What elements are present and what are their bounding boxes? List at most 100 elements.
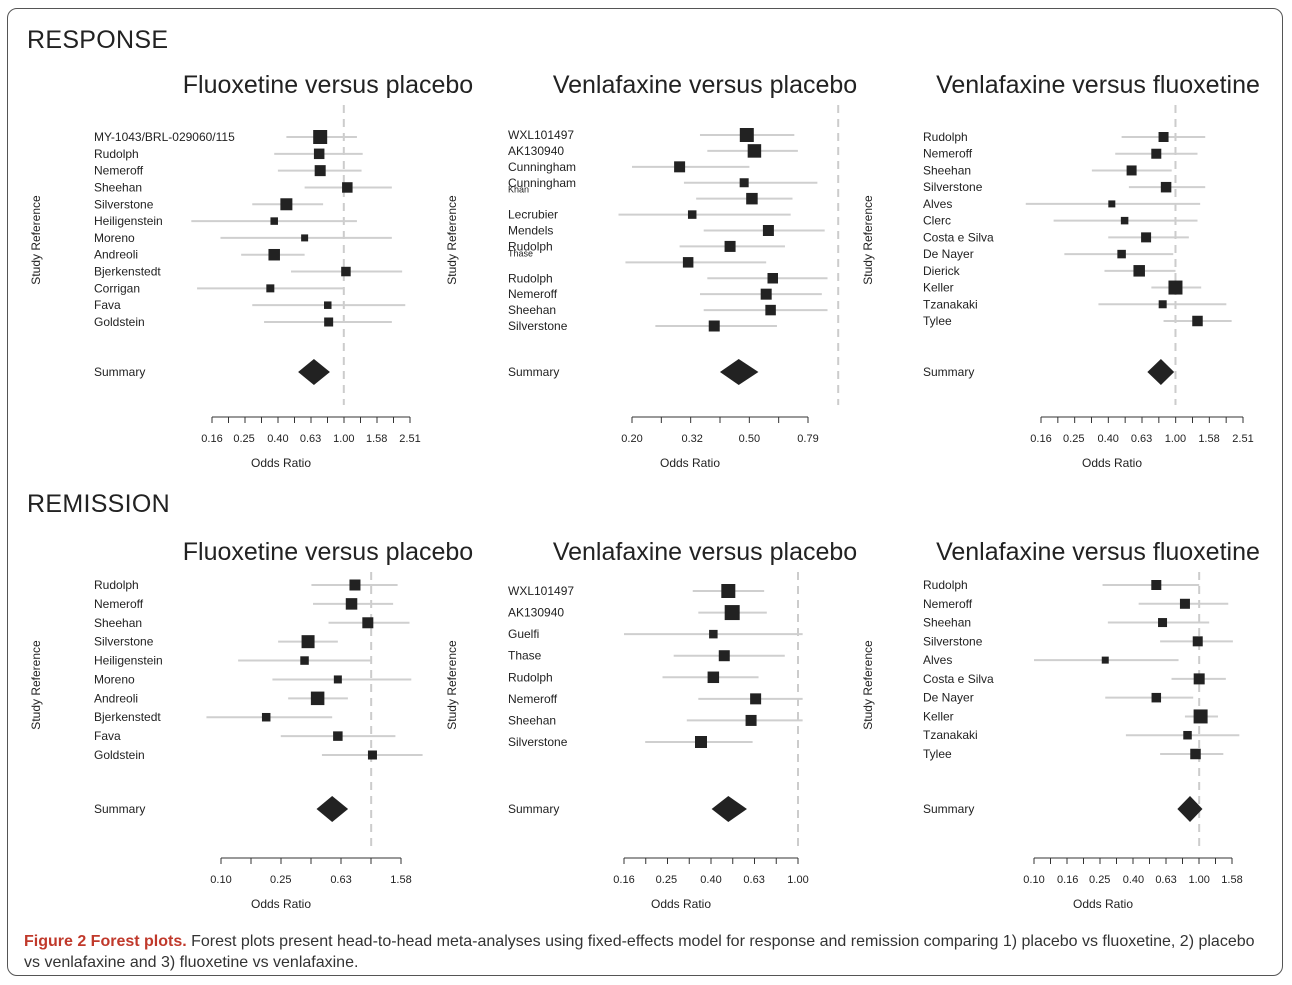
plot-2-study-label: Sheehan xyxy=(508,303,556,317)
plot-5-summary-label: Summary xyxy=(508,802,559,816)
plot-4-study-label: Andreoli xyxy=(94,691,138,705)
plot-5-x-tick-label: 1.00 xyxy=(787,874,808,886)
plot-6-study-label: Nemeroff xyxy=(923,597,973,611)
plot-4-study-marker xyxy=(300,656,309,665)
plot-4-summary-diamond xyxy=(316,796,349,822)
plot-6-x-tick-label: 0.25 xyxy=(1089,874,1110,886)
plot-1-study-label: MY-1043/BRL-029060/115 xyxy=(94,130,235,144)
plot-1-study-label: Moreno xyxy=(94,231,135,245)
plot-2-x-tick-label: 0.20 xyxy=(621,433,642,445)
plot-6-title: Venlafaxine versus fluoxetine xyxy=(936,538,1260,566)
plot-3-summary-label: Summary xyxy=(923,365,974,379)
plot-5-xlabel: Odds Ratio xyxy=(651,897,711,911)
plot-6-study-marker xyxy=(1193,709,1208,724)
plot-4-study-marker xyxy=(310,691,325,706)
plot-3-study-marker xyxy=(1151,148,1162,159)
plot-1-x-tick-label: 2.51 xyxy=(399,433,420,445)
plot-1-x-tick-label: 1.58 xyxy=(366,433,387,445)
plot-6-study-label: Rudolph xyxy=(923,578,968,592)
plot-1-x-tick-label: 0.40 xyxy=(267,433,288,445)
plot-4-study-marker xyxy=(301,635,315,649)
plot-3-study-marker xyxy=(1108,200,1116,208)
plot-3-study-marker xyxy=(1120,216,1129,225)
plot-3-summary-diamond xyxy=(1147,359,1175,385)
plot-4-title: Fluoxetine versus placebo xyxy=(183,538,473,566)
plot-3-study-marker xyxy=(1133,265,1145,277)
plot-5-study-label: AK130940 xyxy=(508,606,564,620)
plot-3-title: Venlafaxine versus fluoxetine xyxy=(936,71,1260,99)
plot-6-study-marker xyxy=(1183,730,1192,740)
plot-4-x-tick-label: 0.63 xyxy=(330,874,351,886)
plot-3-study-label: Dierick xyxy=(923,264,961,278)
plot-2-x-tick-label: 0.50 xyxy=(739,433,760,445)
plot-6-study-marker xyxy=(1158,618,1168,628)
plot-4-study-label: Nemeroff xyxy=(94,597,144,611)
plot-5-study-marker xyxy=(750,693,762,705)
plot-1-study-marker xyxy=(324,317,334,327)
plot-5-ylabel: Study Reference xyxy=(445,640,459,730)
section-title-response: RESPONSE xyxy=(27,26,169,54)
plot-3-xlabel: Odds Ratio xyxy=(1082,456,1142,470)
plot-6-study-marker xyxy=(1151,580,1162,590)
plot-1-study-marker xyxy=(341,266,351,277)
plot-6-study-marker xyxy=(1151,692,1162,703)
plot-4-summary-label: Summary xyxy=(94,802,145,816)
plot-3-study-label: Tylee xyxy=(923,314,952,328)
plot-2-study-label: Cunningham xyxy=(508,176,576,190)
plot-1-summary-diamond xyxy=(298,359,330,385)
plot-3-study-label: Clerc xyxy=(923,214,951,228)
plot-4-xlabel: Odds Ratio xyxy=(251,897,311,911)
plot-1-study-marker xyxy=(313,130,328,144)
plot-4-study-marker xyxy=(345,598,358,610)
plot-1-study-label: Corrigan xyxy=(94,281,140,295)
plot-1-study-marker xyxy=(314,165,326,177)
plot-3-study-label: Keller xyxy=(923,281,954,295)
plot-1-study-marker xyxy=(324,301,332,309)
plot-2-study-label: AK130940 xyxy=(508,144,564,158)
plot-4-study-label: Heiligenstein xyxy=(94,654,163,668)
plot-4-study-label: Sheehan xyxy=(94,616,142,630)
plot-3-study-label: Alves xyxy=(923,197,952,211)
plot-6-study-marker xyxy=(1179,598,1190,609)
plot-2-study-label: Silverstone xyxy=(508,319,568,333)
plot-5-study-marker xyxy=(745,714,757,726)
plot-1-title: Fluoxetine versus placebo xyxy=(183,71,473,99)
plot-6-x-tick-label: 1.58 xyxy=(1221,874,1242,886)
plot-6-x-tick-label: 0.63 xyxy=(1155,874,1176,886)
plot-5-study-marker xyxy=(694,736,707,748)
plot-1-study-marker xyxy=(301,234,309,242)
plot-3-x-tick-label: 2.51 xyxy=(1232,433,1253,445)
plot-3-study-label: Sheehan xyxy=(923,163,971,177)
plot-2-ylabel: Study Reference xyxy=(445,195,459,285)
plot-4-study-marker xyxy=(349,579,361,591)
plot-2-study-label: Rudolph xyxy=(508,239,553,253)
plot-4-x-tick-label: 0.10 xyxy=(210,874,231,886)
plot-2-study-marker xyxy=(760,288,772,300)
plot-1-study-marker xyxy=(313,148,325,160)
plot-3-x-tick-label: 0.25 xyxy=(1063,433,1084,445)
plot-1-x-tick-label: 0.16 xyxy=(201,433,222,445)
plot-2-study-marker xyxy=(708,320,720,332)
plot-6-study-marker xyxy=(1193,673,1205,685)
plot-1-study-label: Sheehan xyxy=(94,180,142,194)
plot-3-study-marker xyxy=(1126,165,1137,176)
plot-6-summary-diamond xyxy=(1177,796,1203,822)
section-title-remission: REMISSION xyxy=(27,490,170,518)
plot-2-study-label: WXL101497 xyxy=(508,128,574,142)
plot-2-summary-diamond xyxy=(719,359,759,385)
plot-1-study-marker xyxy=(266,284,275,293)
plot-1-x-tick-label: 1.00 xyxy=(333,433,354,445)
plot-2-study-label: Khan xyxy=(508,185,529,195)
plot-3-study-label: Nemeroff xyxy=(923,147,973,161)
plot-4-ylabel: Study Reference xyxy=(29,640,43,730)
plot-6-study-label: Keller xyxy=(923,709,954,723)
plot-1-study-label: Rudolph xyxy=(94,147,139,161)
plot-5-study-label: Rudolph xyxy=(508,670,553,684)
plot-6-study-label: Alves xyxy=(923,653,952,667)
plot-6-study-label: Tylee xyxy=(923,747,952,761)
plot-3-study-label: Silverstone xyxy=(923,180,983,194)
plot-1-x-tick-label: 0.63 xyxy=(300,433,321,445)
plot-4-study-marker xyxy=(362,617,374,629)
plot-6-study-label: Tzanakaki xyxy=(923,728,978,742)
plot-2-study-marker xyxy=(739,128,754,142)
